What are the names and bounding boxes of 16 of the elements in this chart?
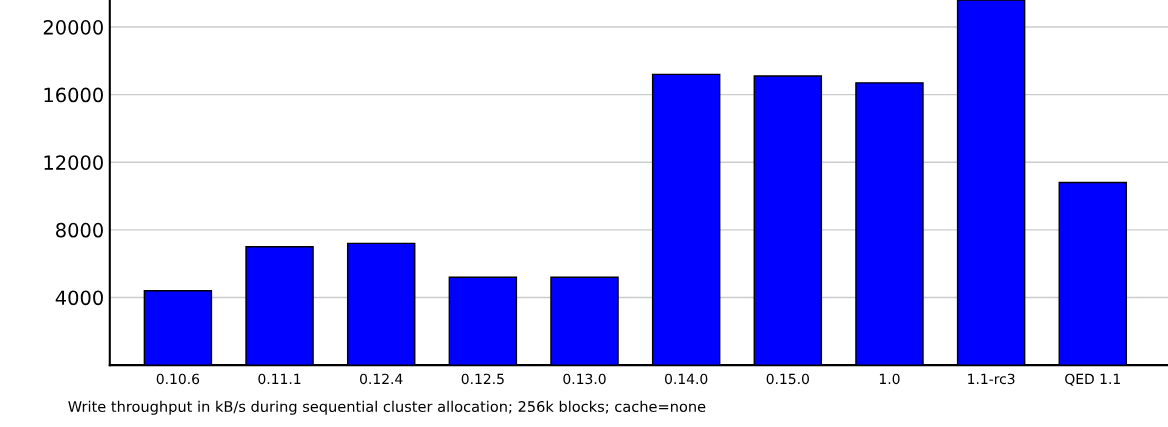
x-tick-label: QED 1.1 [1065, 373, 1120, 386]
x-tick-label: 0.11.1 [258, 373, 301, 385]
text: Write throughput in kB/s during sequential cluster allocation; 256k blocks; cache=none [68, 400, 706, 415]
y-tick-label: 12000 [44, 155, 103, 170]
x-tick-label: 0.12.5 [461, 373, 504, 385]
y-tick-label: 8000 [56, 222, 103, 238]
y-tick-label: 16000 [44, 87, 103, 103]
x-tick-label: 0.14.0 [664, 373, 708, 385]
y-tick-label: 20000 [43, 20, 103, 35]
x-tick-label: 0.12.4 [360, 373, 403, 385]
x-tick-label: 1.0 [879, 373, 900, 385]
x-tick-label: 0.13.0 [563, 373, 606, 385]
x-tick-label: 1.1-rc3 [968, 373, 1015, 385]
x-tick-label: 0.10.6 [156, 373, 200, 385]
y-tick-label: 4000 [55, 290, 103, 306]
x-tick-label: 0.15.0 [766, 373, 809, 385]
